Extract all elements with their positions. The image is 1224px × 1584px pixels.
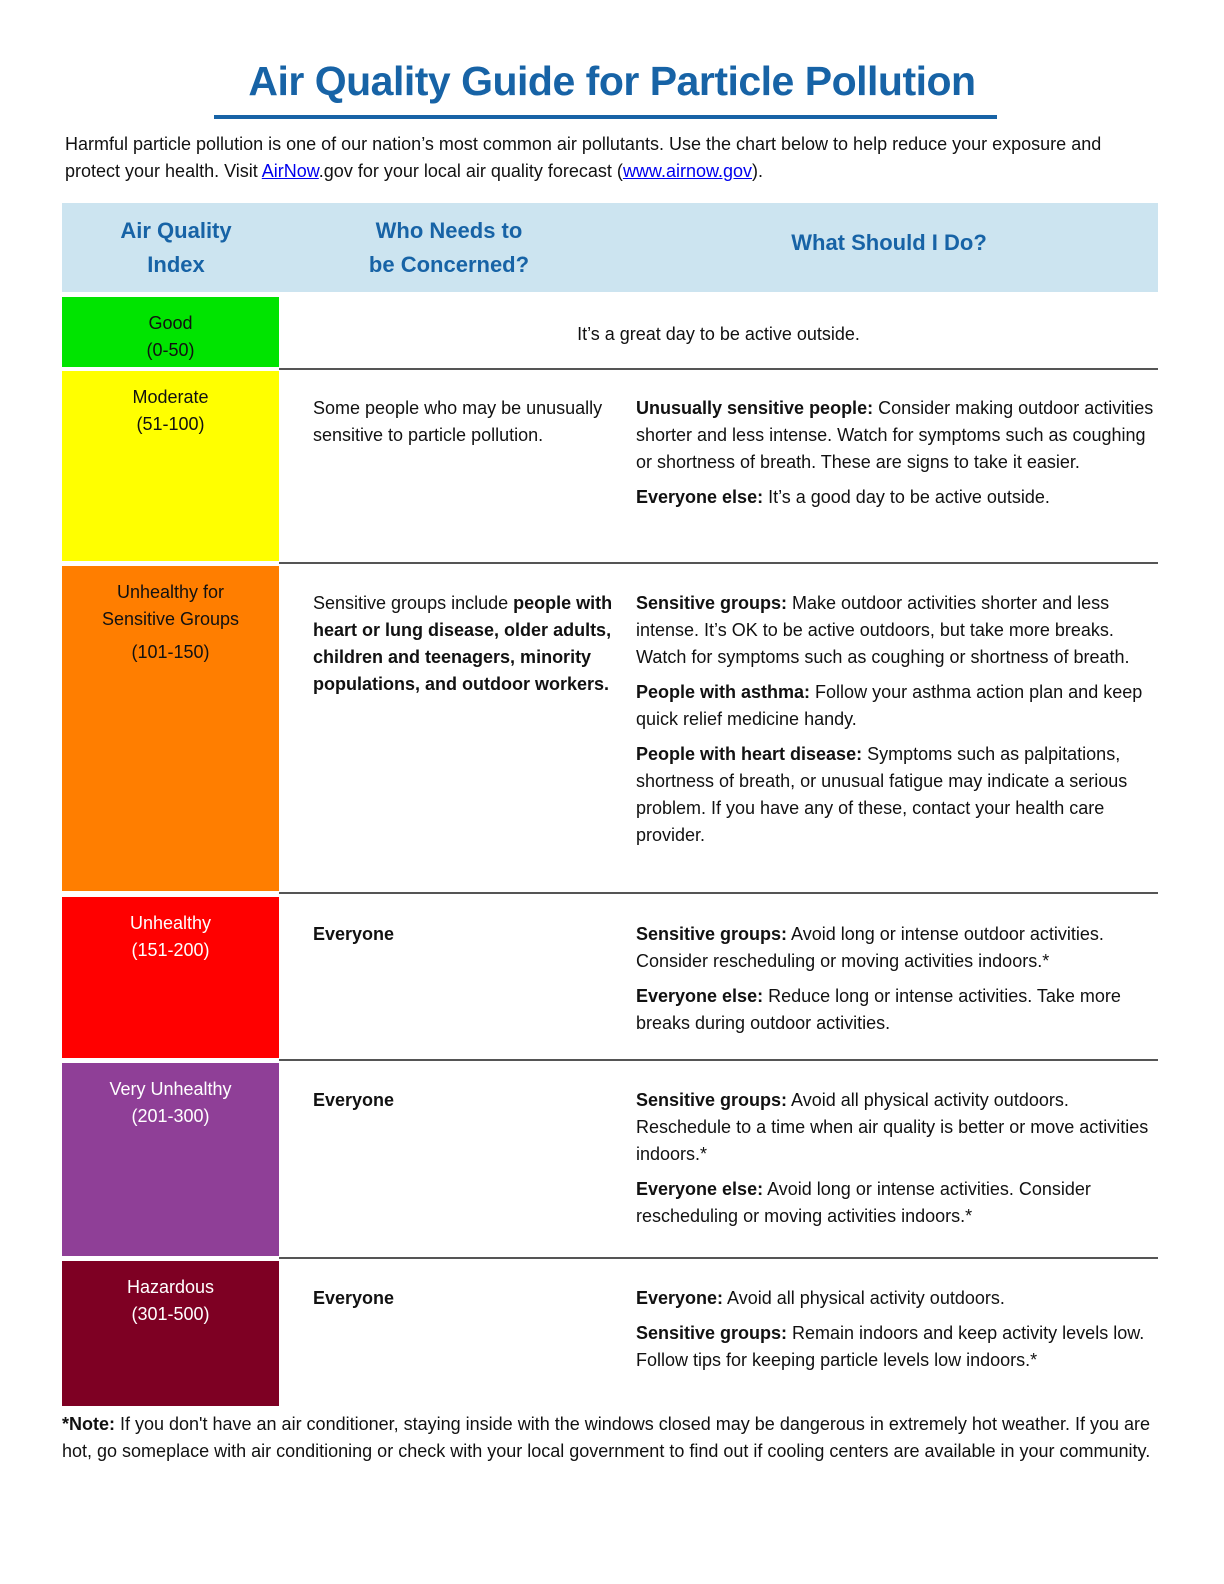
category-name: Unhealthy — [129, 913, 212, 933]
action-text: Avoid long or intense activities. Consid… — [636, 1179, 1091, 1226]
who-text: Everyone — [313, 924, 395, 944]
action-item: Sensitive groups: Make outdoor activitie… — [636, 590, 1161, 671]
aqi-row: Unhealthy for Sensitive Groups (101-150) S… — [62, 566, 1161, 894]
what-to-do: Everyone: Avoid all physical activity ou… — [636, 1285, 1161, 1382]
intro-paragraph: Harmful particle pollution is one of our… — [65, 131, 1145, 185]
action-label: People with heart disease: — [636, 744, 863, 764]
category-range: (201-300) — [131, 1106, 210, 1126]
table-header: Air Quality Index Who Needs to be Concerne… — [62, 203, 1158, 292]
action-item: People with heart disease: Symptoms such… — [636, 741, 1161, 849]
action-label: Sensitive groups: — [636, 1090, 788, 1110]
note-text: If you don't have an air conditioner, st… — [62, 1414, 1151, 1461]
header-aqi: Air Quality Index — [62, 214, 290, 282]
category-range: (151-200) — [131, 940, 210, 960]
action-text: Reduce long or intense activities. Take … — [636, 986, 1121, 1033]
category-name: Unhealthy for Sensitive Groups — [101, 582, 240, 629]
header-what: What Should I Do? — [791, 230, 987, 255]
intro-text: ). — [752, 161, 763, 181]
category-name: Hazardous — [126, 1277, 215, 1297]
category-range: (51-100) — [136, 414, 205, 434]
who-concerned: Sensitive groups include people with hea… — [313, 590, 613, 698]
aqi-category-cell: Good (0-50) — [62, 297, 279, 367]
action-text: Consider making outdoor activities short… — [636, 398, 1154, 472]
aqi-category-cell: Hazardous (301-500) — [62, 1261, 279, 1406]
action-label: Everyone else: — [636, 1179, 764, 1199]
good-message: It’s a great day to be active outside. — [577, 324, 860, 344]
what-to-do: Sensitive groups: Avoid long or intense … — [636, 921, 1161, 1045]
action-item: Everyone else: Reduce long or intense ac… — [636, 983, 1161, 1037]
action-label: Everyone else: — [636, 487, 764, 507]
airnow-link[interactable]: AirNow — [261, 161, 319, 181]
footnote: *Note: If you don't have an air conditio… — [62, 1411, 1152, 1465]
action-text: Remain indoors and keep activity levels … — [636, 1323, 1145, 1370]
who-text: people with heart or lung disease, older… — [313, 593, 613, 694]
action-label: Everyone: — [636, 1288, 724, 1308]
who-text: Some people who may be unusually sensiti… — [313, 398, 603, 445]
what-to-do: Sensitive groups: Make outdoor activitie… — [636, 590, 1161, 857]
action-label: Sensitive groups: — [636, 1323, 788, 1343]
row-divider — [279, 1059, 1158, 1061]
aqi-row: Good (0-50) It’s a great day to be active … — [62, 297, 1158, 370]
aqi-category-cell: Unhealthy (151-200) — [62, 897, 279, 1058]
row-divider — [279, 892, 1158, 894]
aqi-row: Unhealthy (151-200) Everyone Sensitive grou… — [62, 897, 1161, 1061]
action-item: Everyone else: Avoid long or intense act… — [636, 1176, 1161, 1230]
aqi-category-cell: Very Unhealthy (201-300) — [62, 1063, 279, 1256]
intro-text: Harmful particle pollution is one of our… — [65, 134, 1102, 181]
page-title: Air Quality Guide for Particle Pollution — [248, 58, 976, 104]
what-to-do: Sensitive groups: Avoid all physical act… — [636, 1087, 1161, 1238]
header-text: Index — [147, 252, 205, 277]
who-concerned: Everyone — [313, 1285, 613, 1312]
action-label: Sensitive groups: — [636, 924, 788, 944]
category-range: (101-150) — [131, 642, 210, 662]
category-name: Moderate — [132, 387, 209, 407]
action-item: Sensitive groups: Avoid long or intense … — [636, 921, 1161, 975]
action-text: Follow your asthma action plan and keep … — [636, 682, 1143, 729]
action-text: It’s a good day to be active outside. — [763, 487, 1050, 507]
action-item: Unusually sensitive people: Consider mak… — [636, 395, 1161, 476]
aqi-row: Very Unhealthy (201-300) Everyone Sensitive… — [62, 1063, 1161, 1259]
action-label: Unusually sensitive people: — [636, 398, 874, 418]
row-divider — [279, 368, 1158, 370]
action-text: Make outdoor activities shorter and less… — [636, 593, 1130, 667]
what-to-do: Unusually sensitive people: Consider mak… — [636, 395, 1161, 519]
action-label: Everyone else: — [636, 986, 764, 1006]
category-range: (301-500) — [131, 1304, 210, 1324]
note-label: *Note: — [62, 1414, 115, 1434]
action-item: Everyone else: It’s a good day to be act… — [636, 484, 1161, 511]
header-who: Who Needs to be Concerned? — [314, 214, 584, 282]
action-item: Sensitive groups: Avoid all physical act… — [636, 1087, 1161, 1168]
who-concerned: Some people who may be unusually sensiti… — [313, 395, 613, 449]
header-text: Air Quality — [120, 218, 232, 243]
action-label: People with asthma: — [636, 682, 811, 702]
aqi-category-cell: Moderate (51-100) — [62, 371, 279, 561]
row-divider — [279, 1257, 1158, 1259]
category-name: Good — [148, 313, 193, 333]
who-text: Everyone — [313, 1090, 395, 1110]
action-label: Sensitive groups: — [636, 593, 788, 613]
action-text: Symptoms such as palpitations, shortness… — [636, 744, 1128, 845]
aqi-row: Hazardous (301-500) Everyone Everyone: Avoi… — [62, 1261, 1158, 1406]
action-text: Avoid all physical activity outdoors. — [723, 1288, 1005, 1308]
action-text: Avoid long or intense outdoor activities… — [636, 924, 1104, 971]
aqi-row: Moderate (51-100) Some people who may be u… — [62, 371, 1161, 564]
airnow-url-link[interactable]: www.airnow.gov — [622, 161, 752, 181]
action-item: Sensitive groups: Remain indoors and kee… — [636, 1320, 1161, 1374]
aqi-category-cell: Unhealthy for Sensitive Groups (101-150) — [62, 566, 279, 891]
category-name: Very Unhealthy — [109, 1079, 232, 1099]
action-text: Avoid all physical activity outdoors. Re… — [636, 1090, 1149, 1164]
title-underline — [214, 115, 997, 119]
header-text: be Concerned? — [368, 252, 530, 277]
who-text: Everyone — [313, 1288, 395, 1308]
who-concerned: Everyone — [313, 1087, 613, 1114]
who-prefix: Sensitive groups include — [313, 593, 514, 613]
row-divider — [279, 562, 1158, 564]
action-item: Everyone: Avoid all physical activity ou… — [636, 1285, 1161, 1312]
action-item: People with asthma: Follow your asthma a… — [636, 679, 1161, 733]
who-concerned: Everyone — [313, 921, 613, 948]
category-range: (0-50) — [146, 340, 195, 360]
header-text: Who Needs to — [375, 218, 523, 243]
intro-text: .gov for your local air quality forecast… — [318, 161, 623, 181]
